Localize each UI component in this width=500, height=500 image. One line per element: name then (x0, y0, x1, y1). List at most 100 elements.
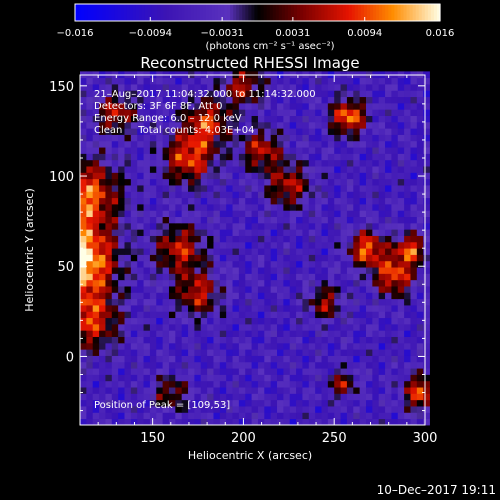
image-pixel (353, 84, 361, 91)
image-pixel (162, 286, 170, 293)
image-pixel (105, 317, 113, 325)
image-pixel (194, 153, 202, 161)
image-pixel (232, 349, 240, 356)
image-pixel (181, 406, 189, 413)
image-pixel (365, 235, 373, 243)
image-pixel (181, 102, 189, 110)
image-pixel (416, 115, 424, 123)
image-pixel (111, 210, 119, 218)
image-pixel (156, 418, 164, 426)
image-pixel (194, 96, 202, 104)
colorbar-segment (281, 4, 286, 21)
image-pixel (105, 153, 113, 161)
image-pixel (188, 260, 195, 268)
image-pixel (327, 197, 335, 205)
image-pixel (149, 418, 157, 426)
image-pixel (340, 115, 348, 123)
image-pixel (213, 84, 221, 91)
image-pixel (168, 279, 176, 287)
image-pixel (80, 229, 87, 236)
image-pixel (410, 254, 418, 262)
image-pixel (238, 286, 246, 293)
image-pixel (156, 216, 164, 224)
image-pixel (423, 203, 430, 211)
image-pixel (162, 380, 170, 388)
image-pixel (86, 273, 94, 281)
image-pixel (143, 292, 151, 300)
image-pixel (321, 336, 329, 344)
image-pixel (130, 147, 138, 154)
image-pixel (264, 286, 272, 293)
image-pixel (321, 210, 329, 218)
image-pixel (156, 330, 164, 337)
image-pixel (238, 248, 246, 255)
image-pixel (188, 361, 195, 369)
image-pixel (340, 374, 348, 382)
image-pixel (130, 342, 138, 350)
image-pixel (143, 273, 151, 281)
image-pixel (270, 380, 278, 388)
image-pixel (391, 254, 399, 262)
image-pixel (346, 185, 354, 192)
colorbar-segment (221, 4, 225, 21)
image-pixel (410, 159, 418, 167)
image-pixel (410, 305, 418, 312)
colorbar-segment (196, 4, 201, 21)
image-pixel (111, 77, 119, 85)
image-pixel (340, 355, 348, 363)
image-pixel (80, 166, 87, 173)
image-pixel (99, 90, 106, 98)
image-pixel (340, 317, 348, 325)
image-pixel (416, 222, 424, 230)
image-pixel (168, 178, 176, 186)
image-pixel (188, 191, 195, 199)
image-pixel (219, 84, 227, 91)
image-pixel (385, 197, 392, 205)
image-pixel (378, 90, 386, 98)
image-pixel (251, 128, 259, 135)
image-pixel (359, 140, 367, 148)
image-pixel (194, 380, 202, 388)
image-pixel (391, 77, 399, 85)
image-pixel (359, 90, 367, 98)
image-pixel (365, 380, 373, 388)
image-pixel (124, 349, 132, 356)
image-pixel (391, 90, 399, 98)
image-pixel (200, 387, 208, 394)
image-pixel (226, 342, 233, 350)
image-pixel (257, 305, 265, 312)
image-pixel (207, 361, 214, 369)
image-pixel (130, 178, 138, 186)
image-pixel (175, 355, 183, 363)
image-pixel (105, 102, 113, 110)
image-pixel (188, 330, 195, 337)
image-pixel (99, 166, 106, 173)
image-pixel (118, 185, 125, 192)
image-pixel (143, 349, 151, 356)
plot-frame (79, 74, 426, 426)
image-pixel (111, 185, 119, 192)
image-pixel (385, 399, 392, 407)
image-pixel (232, 128, 240, 135)
image-pixel (308, 197, 316, 205)
image-pixel (238, 330, 246, 337)
image-pixel (257, 185, 265, 192)
image-pixel (372, 418, 380, 426)
image-pixel (372, 185, 380, 192)
image-pixel (327, 96, 335, 104)
image-pixel (340, 235, 348, 243)
image-pixel (124, 128, 132, 135)
image-pixel (327, 260, 335, 268)
image-pixel (251, 134, 259, 142)
image-pixel (365, 387, 373, 394)
image-pixel (334, 298, 341, 306)
image-pixel (423, 178, 430, 186)
image-pixel (124, 159, 132, 167)
image-pixel (277, 178, 284, 186)
image-pixel (391, 361, 399, 369)
image-pixel (99, 102, 106, 110)
image-pixel (143, 317, 151, 325)
image-pixel (327, 349, 335, 356)
colorbar-gradient (75, 4, 441, 21)
image-pixel (327, 248, 335, 255)
